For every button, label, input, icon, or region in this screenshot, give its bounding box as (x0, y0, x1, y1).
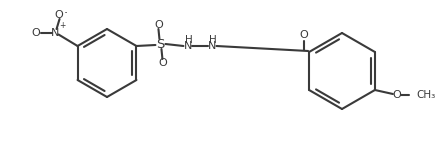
Text: S: S (156, 37, 165, 50)
Text: O: O (300, 30, 309, 40)
Text: +: + (59, 21, 65, 31)
Text: O: O (158, 58, 167, 68)
Text: CH₃: CH₃ (416, 90, 435, 100)
Text: O: O (154, 20, 163, 30)
Text: O: O (31, 28, 40, 38)
Text: N: N (208, 41, 217, 51)
Text: N: N (184, 41, 193, 51)
Text: H: H (185, 35, 192, 45)
Text: O: O (392, 90, 401, 100)
Text: H: H (209, 35, 216, 45)
Text: ·: · (63, 8, 67, 21)
Text: O: O (54, 10, 63, 20)
Text: N: N (52, 28, 60, 38)
